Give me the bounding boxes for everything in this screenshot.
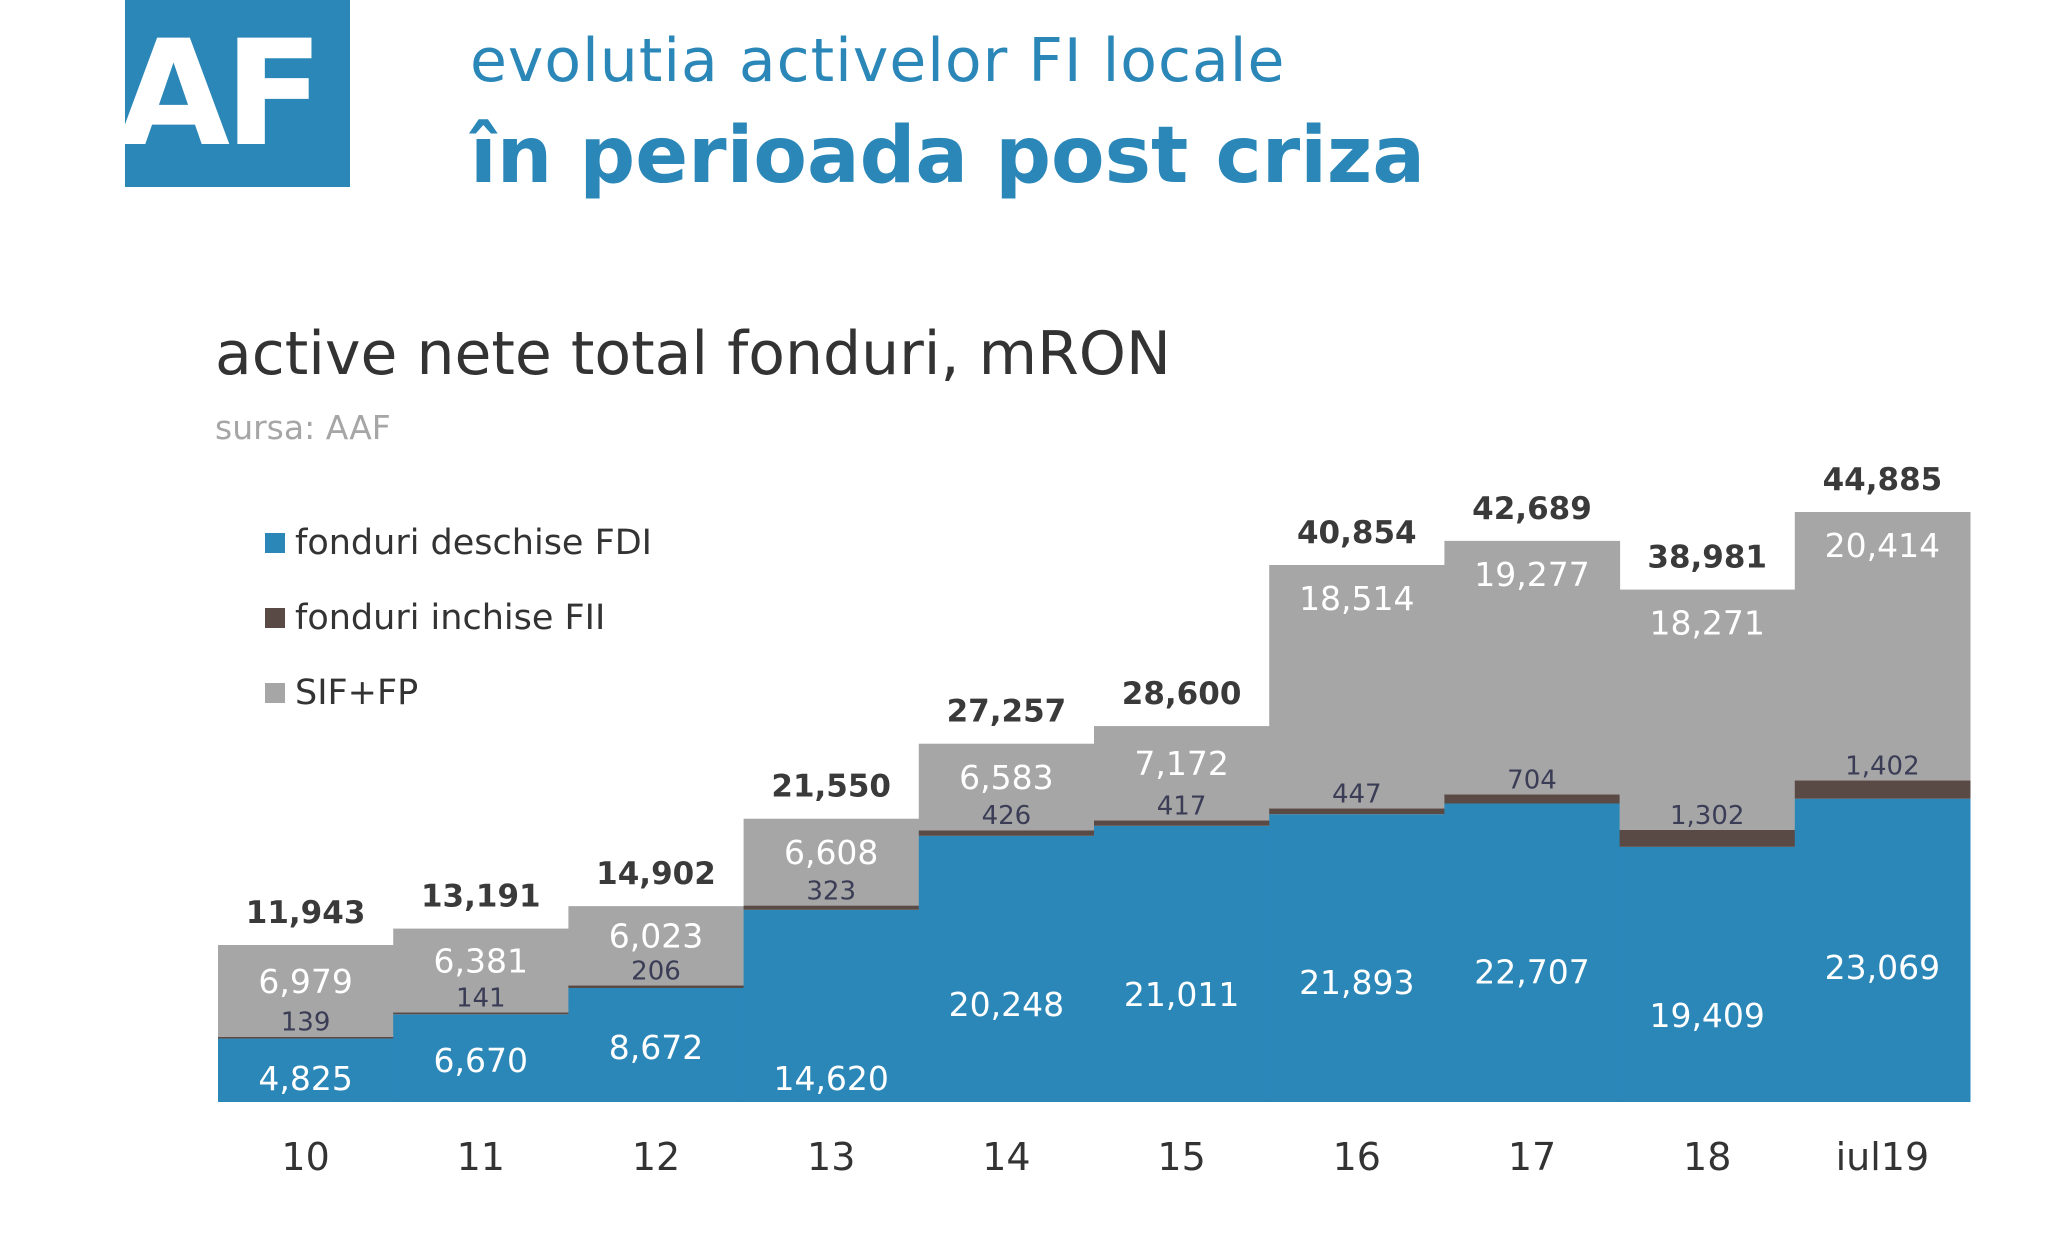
data-label-sif: 18,514 <box>1299 579 1414 618</box>
logo-box <box>125 0 350 187</box>
data-label-fii: 139 <box>281 1008 331 1038</box>
data-label-sif: 6,583 <box>959 758 1053 797</box>
chart-title: active nete total fonduri, mRON <box>215 319 1171 389</box>
data-label-sif: 18,271 <box>1649 604 1764 643</box>
data-label-fii: 426 <box>982 801 1032 831</box>
data-label-fii: 206 <box>631 956 681 986</box>
data-label-sif: 20,414 <box>1825 526 1940 565</box>
legend-swatch-sif <box>265 682 285 703</box>
data-label-total: 28,600 <box>1122 676 1242 712</box>
data-label-total: 42,689 <box>1472 491 1592 527</box>
data-label-total: 38,981 <box>1647 540 1767 576</box>
page-title-line2: în perioada post criza <box>470 111 1425 201</box>
data-label-fii: 704 <box>1507 765 1557 795</box>
bar-sif <box>1094 726 1270 821</box>
chart-source: sursa: AAF <box>215 408 391 447</box>
data-label-fdi: 21,893 <box>1299 963 1414 1002</box>
data-label-fdi: 22,707 <box>1474 953 1589 992</box>
page-title-line1: evolutia activelor FI locale <box>470 26 1286 96</box>
legend-item-fii: fonduri inchise FII <box>265 580 652 655</box>
data-label-fdi: 21,011 <box>1124 975 1239 1014</box>
bar-fdi <box>393 1014 569 1102</box>
data-label-total: 21,550 <box>771 769 891 805</box>
bar-fii <box>393 1012 569 1015</box>
data-label-sif: 6,608 <box>784 833 878 872</box>
data-label-fdi: 6,670 <box>434 1041 528 1080</box>
data-label-sif: 6,979 <box>258 962 352 1001</box>
data-label-fdi: 20,248 <box>949 985 1064 1024</box>
bar-fdi <box>743 909 920 1102</box>
bar-fii <box>1444 794 1621 804</box>
bar-fii <box>1269 808 1445 815</box>
data-label-fii: 323 <box>806 877 856 907</box>
bar-fdi <box>1619 846 1796 1102</box>
bar-sif <box>393 928 569 1013</box>
data-label-total: 13,191 <box>421 879 541 915</box>
x-tick-label: 15 <box>1157 1135 1205 1179</box>
bar-fii <box>918 830 1095 836</box>
data-label-fdi: 19,409 <box>1649 996 1764 1035</box>
legend-label-fii: fonduri inchise FII <box>295 597 606 638</box>
bar-sif <box>568 906 745 986</box>
legend-item-fdi: fonduri deschise FDI <box>265 505 652 580</box>
x-tick-label: 18 <box>1683 1135 1731 1179</box>
data-label-fii: 447 <box>1332 779 1382 809</box>
data-label-sif: 6,381 <box>434 942 528 981</box>
data-label-fdi: 23,069 <box>1825 948 1940 987</box>
bar-fdi <box>1094 825 1270 1102</box>
bar-fdi <box>1444 803 1621 1102</box>
data-label-fii: 141 <box>456 983 506 1013</box>
bar-fdi <box>918 835 1095 1102</box>
bar-fii <box>1619 829 1796 847</box>
x-tick-label: 14 <box>982 1135 1030 1179</box>
bar-fii <box>1794 780 1971 799</box>
data-label-sif: 19,277 <box>1474 555 1589 594</box>
x-tick-label: 10 <box>281 1135 329 1179</box>
data-label-sif: 7,172 <box>1134 744 1228 783</box>
x-tick-label: 12 <box>632 1135 680 1179</box>
bar-fii <box>1094 820 1270 826</box>
data-label-fdi: 14,620 <box>773 1059 888 1098</box>
data-label-total: 11,943 <box>246 895 366 931</box>
data-label-fii: 417 <box>1157 791 1207 821</box>
data-label-fii: 1,302 <box>1670 801 1744 831</box>
data-label-total: 14,902 <box>596 856 716 892</box>
legend-label-fdi: fonduri deschise FDI <box>295 522 652 563</box>
data-label-fii: 1,402 <box>1845 751 1919 781</box>
x-tick-label: 16 <box>1333 1135 1381 1179</box>
bar-fdi <box>568 988 745 1102</box>
x-tick-label: iul19 <box>1836 1135 1930 1179</box>
data-label-total: 40,854 <box>1297 515 1417 551</box>
data-label-sif: 6,023 <box>609 917 703 956</box>
bar-sif <box>918 743 1095 831</box>
bar-sif <box>218 945 394 1037</box>
data-label-fdi: 8,672 <box>609 1028 703 1067</box>
bar-sif <box>743 818 920 906</box>
legend-label-sif: SIF+FP <box>295 672 419 713</box>
legend-swatch-fdi <box>265 532 285 553</box>
data-label-fdi: 4,825 <box>258 1059 352 1098</box>
legend-swatch-fii <box>265 607 285 628</box>
bar-sif <box>1269 564 1445 809</box>
logo-text: AAF <box>10 9 324 179</box>
data-label-total: 27,257 <box>947 694 1067 730</box>
bar-fii <box>218 1036 394 1039</box>
bar-sif <box>1619 589 1796 830</box>
x-tick-label: 17 <box>1508 1135 1556 1179</box>
chart-legend: fonduri deschise FDI fonduri inchise FII… <box>265 505 652 730</box>
legend-item-sif: SIF+FP <box>265 655 652 730</box>
bar-fii <box>568 985 745 989</box>
x-tick-label: 13 <box>807 1135 855 1179</box>
bar-fdi <box>1794 798 1971 1102</box>
bar-fdi <box>1269 814 1445 1102</box>
aaf-logo: AAF <box>0 0 350 190</box>
bar-sif <box>1444 540 1621 795</box>
data-label-total: 44,885 <box>1823 462 1943 498</box>
bar-sif <box>1794 512 1971 781</box>
x-tick-label: 11 <box>457 1135 505 1179</box>
bar-fii <box>743 905 920 910</box>
bar-fdi <box>218 1038 394 1102</box>
